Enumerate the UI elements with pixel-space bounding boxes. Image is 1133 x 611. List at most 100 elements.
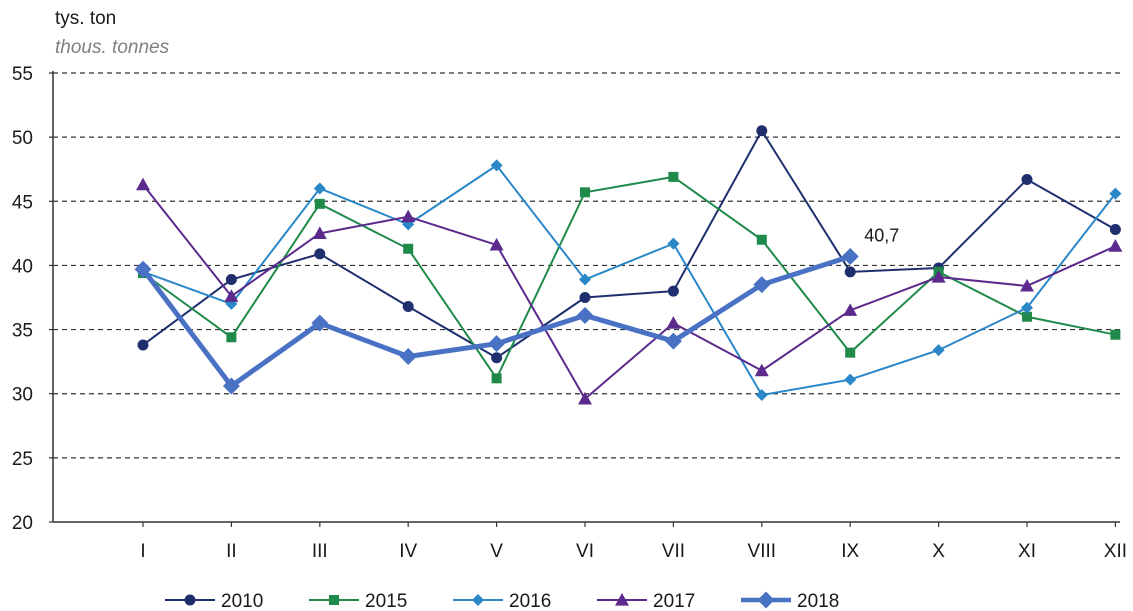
data-point	[579, 273, 591, 286]
data-point	[1021, 173, 1033, 185]
data-point	[226, 332, 237, 343]
legend-label: 2010	[221, 591, 263, 611]
x-tick-label: VI	[576, 541, 594, 562]
data-point	[615, 593, 629, 606]
data-point	[664, 332, 682, 350]
x-tick-label: XI	[1018, 541, 1036, 562]
data-point	[314, 248, 326, 260]
data-point	[472, 594, 484, 606]
y-tick-label: 20	[12, 513, 33, 534]
legend-label: 2018	[797, 591, 839, 611]
legend-item-2017: 2017	[597, 591, 695, 611]
data-point	[754, 363, 769, 377]
y-axis-unit-label: tys. ton	[55, 8, 117, 29]
data-point	[1022, 311, 1032, 322]
data-point	[1110, 329, 1121, 340]
data-point	[757, 591, 775, 609]
data-point	[578, 391, 592, 405]
y-tick-label: 45	[12, 192, 33, 213]
data-point	[402, 300, 414, 312]
data-point	[755, 388, 768, 401]
data-label: 40,7	[864, 225, 899, 245]
y-axis-ticks: 20 25 30 35 40 45 50 55	[12, 64, 53, 534]
data-point	[580, 187, 590, 198]
data-point	[667, 285, 679, 297]
data-point	[667, 237, 680, 250]
data-point	[312, 226, 327, 239]
y-tick-label: 25	[12, 449, 33, 470]
data-point	[314, 198, 325, 209]
data-point	[576, 306, 594, 324]
data-point	[491, 352, 503, 364]
legend-item-2018: 2018	[741, 591, 839, 611]
grid-lines	[53, 72, 1120, 459]
series-2018	[134, 247, 859, 395]
data-point	[845, 347, 856, 358]
legend-item-2010: 2010	[165, 591, 263, 611]
legend-label: 2016	[509, 591, 551, 611]
data-point	[756, 234, 767, 245]
data-point	[668, 171, 679, 182]
data-point	[579, 292, 591, 303]
x-tick-label: VIII	[748, 541, 777, 562]
data-point	[1109, 187, 1122, 200]
legend-item-2015: 2015	[309, 591, 407, 611]
series-lines	[134, 125, 1123, 405]
x-axis-ticks: I II III IV V VI VII VIII IX X XI XII	[140, 522, 1127, 562]
data-point	[401, 209, 416, 223]
data-point	[1021, 301, 1033, 314]
data-point	[222, 377, 240, 395]
x-tick-label: I	[140, 541, 145, 562]
data-point	[753, 276, 771, 294]
data-point	[136, 177, 150, 191]
series-2015	[138, 171, 1121, 384]
legend-item-2016: 2016	[453, 591, 551, 611]
data-point	[844, 266, 856, 278]
y-axis-unit-label-english: thous. tonnes	[55, 37, 170, 58]
data-point	[399, 348, 417, 366]
data-point	[489, 237, 504, 251]
y-tick-label: 35	[12, 321, 33, 342]
series-line	[142, 164, 1117, 396]
data-point	[488, 335, 506, 353]
x-tick-label: II	[226, 541, 237, 562]
data-point	[403, 243, 414, 254]
data-point	[491, 373, 502, 384]
y-tick-label: 55	[12, 64, 33, 85]
legend-label: 2017	[653, 591, 695, 611]
data-point	[490, 159, 503, 172]
x-tick-label: VII	[662, 541, 685, 562]
y-tick-label: 50	[12, 128, 33, 149]
data-point	[184, 594, 196, 606]
data-point	[844, 373, 857, 386]
data-point	[841, 247, 859, 265]
series-2017	[136, 177, 1123, 405]
data-point	[311, 314, 329, 332]
data-point	[329, 595, 339, 605]
x-tick-label: IV	[399, 541, 417, 562]
data-point	[756, 125, 768, 137]
x-tick-label: XII	[1104, 541, 1127, 562]
series-line	[142, 183, 1116, 400]
data-point	[843, 303, 858, 316]
x-tick-label: IX	[841, 541, 859, 562]
data-point	[932, 344, 945, 357]
data-point	[931, 269, 946, 283]
y-tick-label: 40	[12, 256, 33, 277]
x-tick-label: III	[312, 541, 328, 562]
y-tick-label: 30	[12, 385, 33, 406]
data-point	[224, 289, 239, 302]
x-tick-label: X	[932, 541, 945, 562]
data-point	[225, 274, 237, 286]
data-point	[137, 339, 149, 351]
series-line	[142, 129, 1116, 359]
data-point	[666, 316, 681, 329]
data-point	[1020, 278, 1034, 292]
data-point	[1109, 224, 1121, 236]
legend-label: 2015	[365, 591, 407, 611]
legend: 2010 2015 2016 2017 2018	[165, 591, 839, 611]
annotations: 40,7	[864, 225, 899, 245]
data-point	[313, 182, 326, 195]
data-point	[1108, 239, 1123, 252]
